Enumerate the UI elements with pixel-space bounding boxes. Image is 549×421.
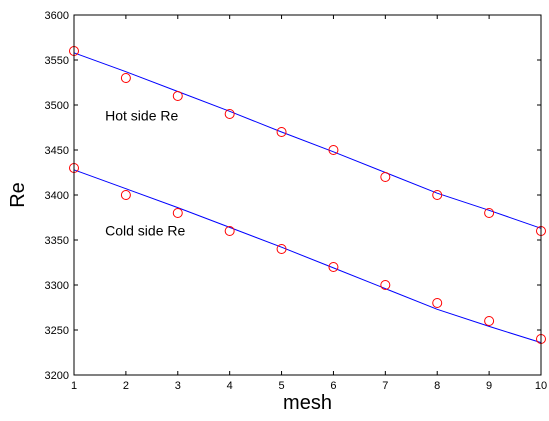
data-point-series-2 <box>224 226 235 236</box>
data-point-series-1 <box>432 190 443 200</box>
x-tick-label: 4 <box>227 380 233 392</box>
y-tick-label: 3600 <box>45 10 69 22</box>
data-point-series-2 <box>432 298 443 308</box>
data-point-series-2 <box>120 190 131 200</box>
data-point-series-2 <box>380 280 391 290</box>
data-markers-group <box>69 46 546 344</box>
y-tick-label: 3350 <box>45 235 69 247</box>
x-tick-label: 7 <box>382 380 388 392</box>
x-tick-label: 9 <box>486 380 492 392</box>
fit-lines-group <box>73 52 542 344</box>
data-point-series-1 <box>380 172 391 182</box>
series-annotation: Hot side Re <box>105 107 178 123</box>
x-tick-label: 1 <box>71 380 77 392</box>
data-point-series-1 <box>172 91 183 101</box>
y-tick-label: 3500 <box>45 100 69 112</box>
data-point-series-1 <box>120 73 131 83</box>
y-tick-label: 3250 <box>45 325 69 337</box>
data-point-series-1 <box>224 109 235 119</box>
x-tick-label: 2 <box>123 380 129 392</box>
series-annotation: Cold side Re <box>105 223 185 239</box>
data-point-series-1 <box>328 145 339 155</box>
annotations-group: Hot side Re Cold side Re <box>105 107 185 238</box>
x-tick-label: 8 <box>434 380 440 392</box>
data-point-series-2 <box>484 316 495 326</box>
data-point-series-1 <box>484 208 495 218</box>
y-tick-label: 3450 <box>45 145 69 157</box>
axis-ticks-group <box>73 14 542 376</box>
fit-line-series-2 <box>73 169 542 344</box>
data-point-series-2 <box>328 262 339 272</box>
fit-line-series-1 <box>73 52 542 229</box>
y-tick-label: 3200 <box>45 370 69 382</box>
x-tick-label: 10 <box>535 380 547 392</box>
x-axis-title: mesh <box>283 392 332 414</box>
x-tick-label: 5 <box>278 380 284 392</box>
tick-labels-group: 1 2 3 4 5 6 7 8 9 10 3200 3250 3300 3350 3400 3450 3500 3… <box>45 10 548 392</box>
x-tick-label: 6 <box>330 380 336 392</box>
data-point-series-1 <box>276 127 287 137</box>
y-tick-label: 3300 <box>45 280 69 292</box>
y-tick-label: 3550 <box>45 55 69 67</box>
data-point-series-2 <box>276 244 287 254</box>
y-tick-label: 3400 <box>45 190 69 202</box>
y-axis-title: Re <box>7 182 29 208</box>
data-point-series-2 <box>172 208 183 218</box>
x-tick-label: 3 <box>175 380 181 392</box>
